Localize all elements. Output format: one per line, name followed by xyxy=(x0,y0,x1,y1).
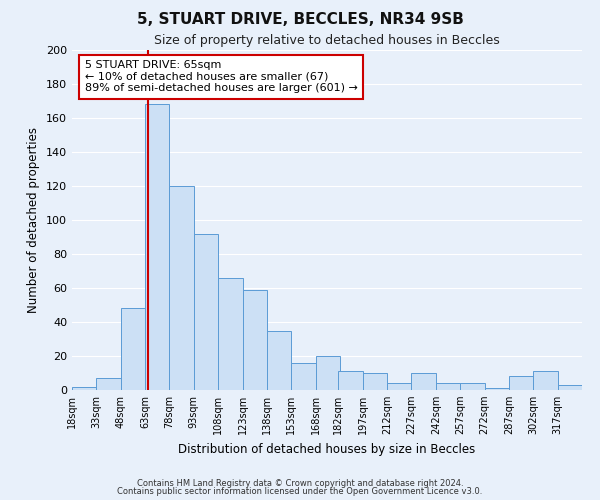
Bar xyxy=(267,330,291,390)
Title: Size of property relative to detached houses in Beccles: Size of property relative to detached ho… xyxy=(154,34,500,48)
Bar xyxy=(509,376,533,390)
Y-axis label: Number of detached properties: Number of detached properties xyxy=(28,127,40,313)
Bar xyxy=(194,234,218,390)
Bar xyxy=(316,356,340,390)
Bar xyxy=(460,383,485,390)
Bar xyxy=(557,385,582,390)
Bar xyxy=(338,372,363,390)
Bar xyxy=(387,383,412,390)
Bar xyxy=(97,378,121,390)
Bar xyxy=(485,388,509,390)
Bar xyxy=(242,290,267,390)
Bar xyxy=(291,363,316,390)
Bar xyxy=(412,373,436,390)
X-axis label: Distribution of detached houses by size in Beccles: Distribution of detached houses by size … xyxy=(178,442,476,456)
Bar xyxy=(533,372,557,390)
Text: Contains public sector information licensed under the Open Government Licence v3: Contains public sector information licen… xyxy=(118,487,482,496)
Bar xyxy=(363,373,387,390)
Bar xyxy=(218,278,242,390)
Text: 5, STUART DRIVE, BECCLES, NR34 9SB: 5, STUART DRIVE, BECCLES, NR34 9SB xyxy=(137,12,463,28)
Bar xyxy=(169,186,194,390)
Bar xyxy=(436,383,460,390)
Text: Contains HM Land Registry data © Crown copyright and database right 2024.: Contains HM Land Registry data © Crown c… xyxy=(137,479,463,488)
Bar xyxy=(121,308,145,390)
Bar xyxy=(72,386,97,390)
Text: 5 STUART DRIVE: 65sqm
← 10% of detached houses are smaller (67)
89% of semi-deta: 5 STUART DRIVE: 65sqm ← 10% of detached … xyxy=(85,60,358,94)
Bar xyxy=(145,104,169,390)
